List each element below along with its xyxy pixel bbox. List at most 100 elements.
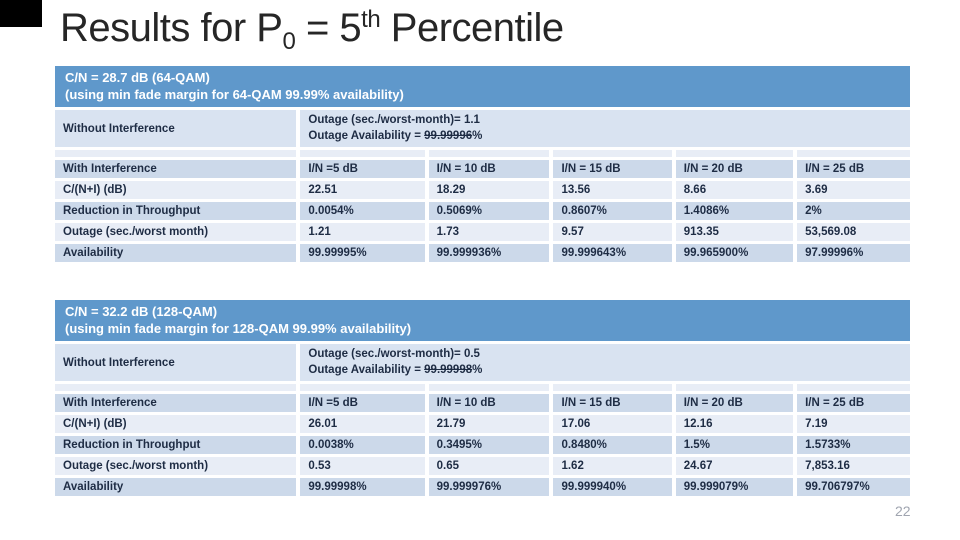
- cell-value: 99.999940%: [553, 478, 676, 500]
- results-table-64qam: Without Interference Outage (sec./worst-…: [55, 110, 910, 266]
- col-header: I/N =5 dB: [300, 394, 429, 416]
- cell-value: 99.99995%: [300, 244, 429, 266]
- cell-value: 7.19: [797, 415, 910, 437]
- cell-value: 53,569.08: [797, 223, 910, 245]
- cell-value: 0.5069%: [428, 202, 554, 224]
- cell-value: 2%: [797, 202, 910, 224]
- cell-value: 1.5733%: [797, 436, 910, 458]
- cell-value: 0.0038%: [300, 436, 429, 458]
- row-label: C/(N+I) (dB): [55, 181, 301, 203]
- row-label: Reduction in Throughput: [55, 436, 301, 458]
- cell-value: 1.73: [428, 223, 554, 245]
- section-header-line1: C/N = 28.7 dB (64-QAM): [65, 70, 210, 85]
- cell-value: 13.56: [553, 181, 676, 203]
- spacer-row: [55, 150, 910, 161]
- row-label: Reduction in Throughput: [55, 202, 301, 224]
- cell-value: 1.62: [553, 457, 676, 479]
- col-header: I/N = 25 dB: [797, 394, 910, 416]
- section-header-line2: (using min fade margin for 64-QAM 99.99%…: [65, 87, 404, 103]
- cell-value: 17.06: [553, 415, 676, 437]
- table-row: Availability 99.99995% 99.999936% 99.999…: [55, 244, 910, 266]
- cell-value: 0.3495%: [428, 436, 554, 458]
- col-header: I/N = 20 dB: [675, 394, 798, 416]
- table-row: Availability 99.99998% 99.999976% 99.999…: [55, 478, 910, 500]
- cell-value: 22.51: [300, 181, 429, 203]
- col-header: I/N = 10 dB: [428, 160, 554, 182]
- slide-title: Results for P0 = 5th Percentile: [60, 6, 920, 54]
- cell-value: 7,853.16: [797, 457, 910, 479]
- outage-summary-cell: Outage (sec./worst-month)= 0.5 Outage Av…: [300, 344, 910, 385]
- outage-line1: Outage (sec./worst-month)= 1.1: [308, 114, 480, 127]
- cell-value: 99.99998%: [300, 478, 429, 500]
- slide-number: 22: [895, 503, 911, 519]
- cell-value: 0.8607%: [553, 202, 676, 224]
- cell-value: 1.4086%: [675, 202, 798, 224]
- outage-line1: Outage (sec./worst-month)= 0.5: [308, 348, 480, 361]
- table-row: Without Interference Outage (sec./worst-…: [55, 344, 910, 385]
- section-64qam: C/N = 28.7 dB (64-QAM) (using min fade m…: [55, 66, 910, 266]
- title-suffix: Percentile: [380, 6, 564, 50]
- column-header-row: With Interference I/N =5 dB I/N = 10 dB …: [55, 160, 910, 182]
- row-label: Availability: [55, 478, 301, 500]
- cell-value: 0.0054%: [300, 202, 429, 224]
- col-header: I/N =5 dB: [300, 160, 429, 182]
- cell-value: 97.99996%: [797, 244, 910, 266]
- cell-value: 3.69: [797, 181, 910, 203]
- cell-value: 21.79: [428, 415, 554, 437]
- cell-value: 0.8480%: [553, 436, 676, 458]
- col-header: I/N = 25 dB: [797, 160, 910, 182]
- column-header-row: With Interference I/N =5 dB I/N = 10 dB …: [55, 394, 910, 416]
- title-mid: = 5: [295, 6, 362, 50]
- section-header-line1: C/N = 32.2 dB (128-QAM): [65, 304, 218, 319]
- cell-value: 24.67: [675, 457, 798, 479]
- cell-value: 99.999936%: [428, 244, 554, 266]
- section-128qam: C/N = 32.2 dB (128-QAM) (using min fade …: [55, 300, 910, 500]
- corner-mark: [0, 0, 42, 27]
- outage-line2: Outage Availability = 99.99998%: [308, 363, 483, 376]
- table-row: Reduction in Throughput 0.0038% 0.3495% …: [55, 436, 910, 458]
- outage-line2: Outage Availability = 99.99996%: [308, 129, 483, 142]
- table-row: Reduction in Throughput 0.0054% 0.5069% …: [55, 202, 910, 224]
- row-label: Without Interference: [55, 110, 301, 151]
- section-header-line2: (using min fade margin for 128-QAM 99.99…: [65, 321, 412, 337]
- cell-value: 8.66: [675, 181, 798, 203]
- row-label: With Interference: [55, 160, 301, 182]
- cell-value: 99.999643%: [553, 244, 676, 266]
- cell-value: 12.16: [675, 415, 798, 437]
- row-label: Outage (sec./worst month): [55, 223, 301, 245]
- section-header-64qam: C/N = 28.7 dB (64-QAM) (using min fade m…: [55, 66, 910, 108]
- cell-value: 0.65: [428, 457, 554, 479]
- cell-value: 913.35: [675, 223, 798, 245]
- outage-summary-cell: Outage (sec./worst-month)= 1.1 Outage Av…: [300, 110, 910, 151]
- struck-value: 99.99998: [424, 363, 473, 376]
- row-label: With Interference: [55, 394, 301, 416]
- cell-value: 99.999976%: [428, 478, 554, 500]
- table-row: Outage (sec./worst month) 0.53 0.65 1.62…: [55, 457, 910, 479]
- cell-value: 18.29: [428, 181, 554, 203]
- results-table-128qam: Without Interference Outage (sec./worst-…: [55, 344, 910, 500]
- cell-value: 99.965900%: [675, 244, 798, 266]
- cell-value: 1.5%: [675, 436, 798, 458]
- cell-value: 99.706797%: [797, 478, 910, 500]
- section-header-128qam: C/N = 32.2 dB (128-QAM) (using min fade …: [55, 300, 910, 342]
- cell-value: 0.53: [300, 457, 429, 479]
- cell-value: 26.01: [300, 415, 429, 437]
- struck-value: 99.99996: [424, 129, 473, 142]
- table-row: Without Interference Outage (sec./worst-…: [55, 110, 910, 151]
- row-label: Outage (sec./worst month): [55, 457, 301, 479]
- spacer-row: [55, 384, 910, 395]
- cell-value: 9.57: [553, 223, 676, 245]
- row-label: C/(N+I) (dB): [55, 415, 301, 437]
- col-header: I/N = 15 dB: [553, 394, 676, 416]
- title-subscript: 0: [282, 28, 296, 55]
- col-header: I/N = 15 dB: [553, 160, 676, 182]
- cell-value: 1.21: [300, 223, 429, 245]
- title-superscript: th: [361, 6, 381, 33]
- col-header: I/N = 10 dB: [428, 394, 554, 416]
- title-prefix: Results for P: [60, 6, 283, 50]
- table-row: C/(N+I) (dB) 22.51 18.29 13.56 8.66 3.69: [55, 181, 910, 203]
- col-header: I/N = 20 dB: [675, 160, 798, 182]
- row-label: Availability: [55, 244, 301, 266]
- cell-value: 99.999079%: [675, 478, 798, 500]
